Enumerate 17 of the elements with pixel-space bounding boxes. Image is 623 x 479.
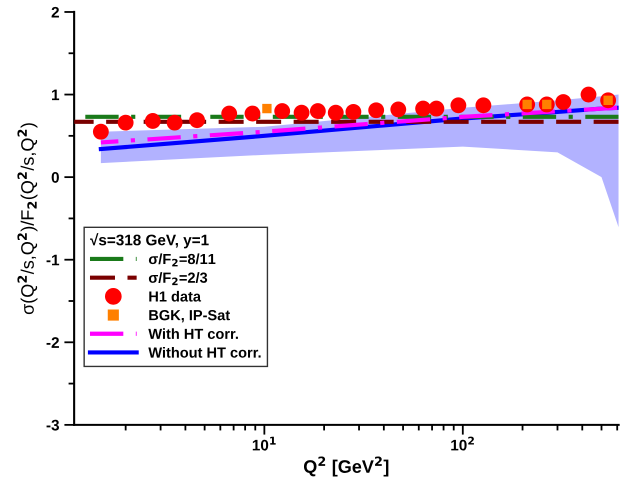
legend-title: √s=318 GeV, y=1 (90, 233, 209, 248)
legend-label: Without HT corr. (148, 347, 261, 358)
text: σ(Q$^{2}$/s,Q$^{2}$)/F$_{2}$(Q$^{2}$/s,Q$^{2}$) (17, 123, 38, 314)
y-tick-label: -1 (46, 254, 60, 266)
y-tick-label: 1 (52, 90, 60, 100)
x-tick-label: 10$^{1}$ (252, 436, 276, 451)
x-tick-label: 10$^{2}$ (451, 436, 474, 451)
legend-label: BGK, IP-Sat (149, 310, 230, 322)
legend-label: With HT corr. (148, 328, 238, 340)
y-tick-label: 0 (52, 172, 59, 183)
y-tick-label: -3 (46, 420, 60, 431)
x-axis-title: Q$^{2}$ [GeV$^{2}$] (304, 456, 388, 477)
y-tick-label: -2 (46, 337, 59, 348)
legend-label: σ/F$_{2}$=8/11 (148, 253, 216, 266)
y-tick-label: 2 (52, 6, 59, 18)
legend-label: σ/F$_{2}$=2/3 (148, 272, 208, 286)
legend-label: H1 data (149, 290, 202, 302)
